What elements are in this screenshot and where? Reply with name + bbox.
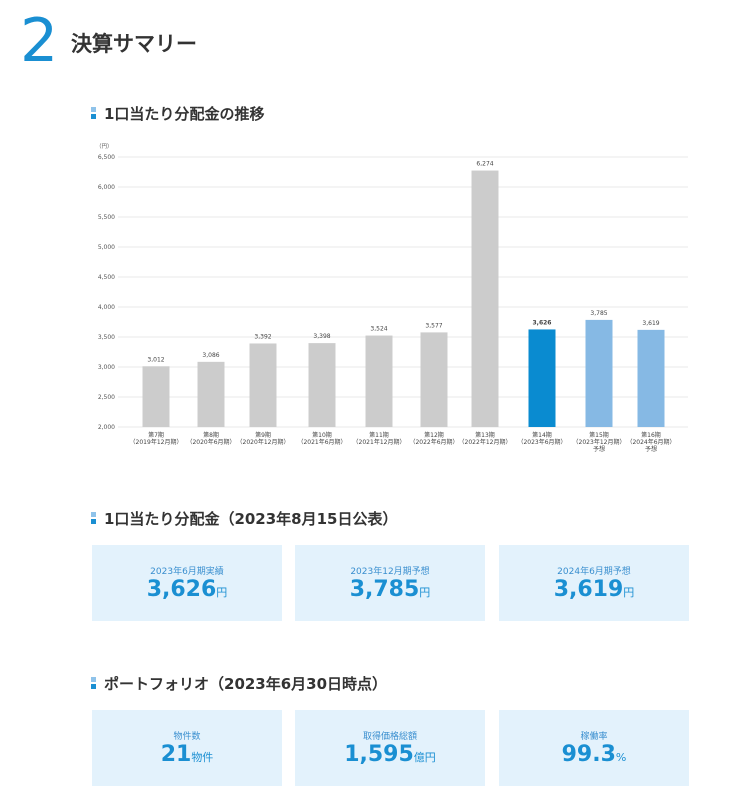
card-label: 2023年6月期実績: [150, 567, 224, 577]
data-label: 3,392: [254, 333, 271, 340]
card-value: 3,619円: [553, 577, 635, 602]
distribution-heading-label: 1口当たり分配金（2023年8月15日公表）: [104, 510, 398, 528]
y-tick-label: 2,500: [98, 394, 115, 401]
x-tick-label: 第12期: [424, 431, 444, 439]
bar: [528, 329, 556, 427]
data-label: 6,274: [476, 161, 493, 168]
y-tick-label: 2,000: [98, 424, 115, 431]
heading-marker-icon: [91, 511, 96, 526]
portfolio-heading-label: ポートフォリオ（2023年6月30日時点）: [104, 675, 388, 693]
x-tick-label: 第7期: [148, 431, 164, 439]
data-label: 3,524: [370, 326, 387, 333]
x-tick-label: （2021年12月期）: [353, 438, 406, 446]
bar: [637, 329, 665, 427]
x-tick-label: （2022年12月期）: [459, 438, 512, 446]
distribution-bar-chart: （円） 2,000 2,500 3,000 3,500 4,000 4,500 5,000 5,…: [96, 143, 688, 453]
distribution-card-forecast-jun: 2024年6月期予想 3,619円: [499, 545, 689, 621]
section-number: 2: [20, 6, 59, 76]
data-label: 3,785: [590, 310, 607, 317]
card-label: 稼働率: [580, 732, 608, 742]
data-label: 3,012: [147, 356, 164, 363]
bar: [420, 332, 448, 427]
bar: [471, 170, 499, 427]
x-tick-label: 第8期: [203, 431, 219, 439]
y-tick-label: 5,500: [98, 214, 115, 221]
section-title: 決算サマリー: [71, 32, 197, 56]
y-tick-label: 6,000: [98, 184, 115, 191]
x-tick-label: 予想: [645, 445, 657, 453]
bar: [249, 343, 277, 427]
card-label: 2023年12月期予想: [350, 567, 430, 577]
data-label: 3,626: [533, 319, 552, 326]
y-tick-label: 3,000: [98, 364, 115, 371]
data-label: 3,398: [313, 333, 330, 340]
y-tick-label: 6,500: [98, 154, 115, 161]
x-tick-label: 予想: [593, 445, 605, 453]
x-tick-label: 第11期: [369, 431, 389, 439]
card-label: 取得価格総額: [362, 732, 417, 742]
y-tick-label: 5,000: [98, 244, 115, 251]
x-tick-label: 第9期: [255, 431, 271, 439]
x-tick-label: （2022年6月期）: [409, 438, 458, 446]
distribution-card-forecast-dec: 2023年12月期予想 3,785円: [295, 545, 485, 621]
y-tick-label: 4,500: [98, 274, 115, 281]
card-value: 99.3%: [561, 742, 627, 767]
heading-marker-icon: [91, 106, 96, 121]
card-label: 物件数: [173, 732, 201, 742]
heading-marker-icon: [91, 676, 96, 691]
x-tick-label: （2019年12月期）: [130, 438, 183, 446]
portfolio-heading: ポートフォリオ（2023年6月30日時点）: [91, 673, 387, 694]
card-value: 1,595億円: [344, 742, 436, 767]
x-tick-label: （2023年12月期）: [573, 438, 626, 446]
y-tick-label: 3,500: [98, 334, 115, 341]
x-tick-label: 第16期: [641, 431, 661, 439]
card-value: 21物件: [160, 742, 214, 767]
distribution-card-actual: 2023年6月期実績 3,626円: [92, 545, 282, 621]
bar: [585, 319, 613, 427]
y-tick-label: 4,000: [98, 304, 115, 311]
x-tick-label: 第10期: [312, 431, 332, 439]
bar: [142, 366, 170, 427]
x-tick-label: （2021年6月期）: [297, 438, 346, 446]
chart-heading: 1口当たり分配金の推移: [91, 103, 264, 124]
y-unit-label: （円）: [96, 143, 113, 150]
data-label: 3,577: [425, 322, 442, 329]
data-label: 3,619: [642, 320, 659, 327]
card-value: 3,785円: [349, 577, 431, 602]
bar: [308, 343, 336, 427]
x-tick-label: （2020年6月期）: [186, 438, 235, 446]
x-tick-label: 第15期: [589, 431, 609, 439]
card-label: 2024年6月期予想: [557, 567, 631, 577]
x-tick-label: 第13期: [475, 431, 495, 439]
x-tick-label: （2024年6月期）: [626, 438, 675, 446]
portfolio-card-occupancy: 稼働率 99.3%: [499, 710, 689, 786]
chart-heading-label: 1口当たり分配金の推移: [104, 105, 265, 123]
x-tick-label: （2023年6月期）: [517, 438, 566, 446]
x-tick-label: （2020年12月期）: [237, 438, 290, 446]
card-value: 3,626円: [146, 577, 228, 602]
portfolio-card-acquisition-price: 取得価格総額 1,595億円: [295, 710, 485, 786]
bar: [197, 361, 225, 427]
data-label: 3,086: [202, 352, 219, 359]
portfolio-card-properties: 物件数 21物件: [92, 710, 282, 786]
x-tick-label: 第14期: [532, 431, 552, 439]
bar: [365, 335, 393, 427]
distribution-heading: 1口当たり分配金（2023年8月15日公表）: [91, 508, 398, 529]
